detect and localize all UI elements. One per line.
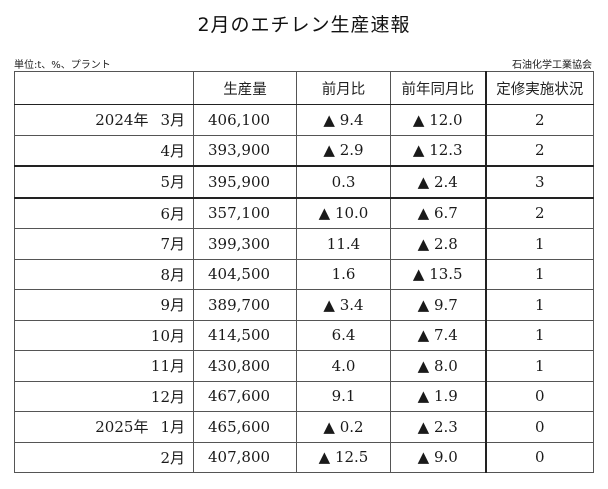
header-yoy: 前年同月比 bbox=[390, 71, 486, 105]
period-cell: 2024年 3月 bbox=[14, 104, 194, 136]
maintenance-cell: 0 bbox=[484, 441, 594, 473]
page-title: 2月のエチレン生産速報 bbox=[197, 14, 411, 36]
period-cell: 4月 bbox=[14, 134, 194, 167]
production-cell: 465,600 bbox=[193, 411, 297, 443]
table-row: 7月 399,300 11.4 ▲ 2.8 1 bbox=[14, 228, 594, 260]
table-row: 6月 357,100 ▲ 10.0 ▲ 6.7 2 bbox=[14, 196, 594, 229]
period-cell: 7月 bbox=[14, 228, 194, 260]
table-row: 5月 395,900 0.3 ▲ 2.4 3 bbox=[14, 165, 594, 198]
mom-cell: 11.4 bbox=[296, 228, 391, 260]
yoy-cell: ▲ 2.8 bbox=[390, 228, 486, 260]
table-row: 10月 414,500 6.4 ▲ 7.4 1 bbox=[14, 319, 594, 351]
mom-cell: 0.3 bbox=[296, 165, 391, 198]
maintenance-cell: 1 bbox=[484, 289, 594, 321]
production-cell: 389,700 bbox=[193, 289, 297, 321]
header-mom: 前月比 bbox=[296, 71, 391, 105]
mom-cell: 9.1 bbox=[296, 380, 391, 412]
production-cell: 399,300 bbox=[193, 228, 297, 260]
mom-cell: 1.6 bbox=[296, 258, 391, 290]
yoy-cell: ▲ 12.3 bbox=[390, 134, 486, 167]
month-label: 9月 bbox=[160, 296, 185, 315]
month-label: 4月 bbox=[160, 141, 185, 160]
period-cell: 12月 bbox=[14, 380, 194, 412]
year-label: 2025年 bbox=[95, 418, 149, 437]
yoy-cell: ▲ 7.4 bbox=[390, 319, 486, 351]
mom-cell: ▲ 10.0 bbox=[296, 196, 391, 229]
maintenance-cell: 0 bbox=[484, 411, 594, 443]
mom-cell: ▲ 9.4 bbox=[296, 104, 391, 136]
period-cell: 2月 bbox=[14, 441, 194, 473]
table-row: 4月 393,900 ▲ 2.9 ▲ 12.3 2 bbox=[14, 134, 594, 167]
production-cell: 357,100 bbox=[193, 196, 297, 229]
source-label: 石油化学工業協会 bbox=[512, 60, 592, 71]
header-production: 生産量 bbox=[193, 71, 297, 105]
month-label: 2月 bbox=[160, 448, 185, 467]
yoy-cell: ▲ 1.9 bbox=[390, 380, 486, 412]
header-period bbox=[14, 71, 194, 105]
yoy-cell: ▲ 8.0 bbox=[390, 350, 486, 382]
month-label: 10月 bbox=[150, 326, 185, 345]
table-header-row: 生産量 前月比 前年同月比 定修実施状況 bbox=[14, 71, 594, 105]
mom-cell: 4.0 bbox=[296, 350, 391, 382]
yoy-cell: ▲ 2.4 bbox=[390, 165, 486, 198]
maintenance-cell: 2 bbox=[484, 134, 594, 167]
maintenance-cell: 0 bbox=[484, 380, 594, 412]
header-maintenance: 定修実施状況 bbox=[484, 71, 594, 105]
table-row: 9月 389,700 ▲ 3.4 ▲ 9.7 1 bbox=[14, 289, 594, 321]
production-cell: 395,900 bbox=[193, 165, 297, 198]
maintenance-cell: 1 bbox=[484, 350, 594, 382]
period-cell: 10月 bbox=[14, 319, 194, 351]
period-cell: 9月 bbox=[14, 289, 194, 321]
maintenance-cell: 2 bbox=[484, 196, 594, 229]
period-cell: 11月 bbox=[14, 350, 194, 382]
production-cell: 393,900 bbox=[193, 134, 297, 167]
month-label: 1月 bbox=[160, 418, 185, 437]
mom-cell: ▲ 2.9 bbox=[296, 134, 391, 167]
maintenance-cell: 1 bbox=[484, 319, 594, 351]
production-cell: 406,100 bbox=[193, 104, 297, 136]
month-label: 5月 bbox=[160, 173, 185, 192]
yoy-cell: ▲ 6.7 bbox=[390, 196, 486, 229]
mom-cell: ▲ 0.2 bbox=[296, 411, 391, 443]
production-cell: 430,800 bbox=[193, 350, 297, 382]
ethylene-production-table: 生産量 前月比 前年同月比 定修実施状況 2024年 3月 406,100 ▲ 9… bbox=[14, 71, 594, 473]
period-cell: 8月 bbox=[14, 258, 194, 290]
month-label: 11月 bbox=[150, 357, 185, 376]
mom-cell: 6.4 bbox=[296, 319, 391, 351]
unit-note: 単位:t、%、プラント bbox=[14, 60, 111, 71]
maintenance-cell: 1 bbox=[484, 228, 594, 260]
table-row: 2024年 3月 406,100 ▲ 9.4 ▲ 12.0 2 bbox=[14, 104, 594, 136]
month-label: 6月 bbox=[160, 204, 185, 223]
production-cell: 414,500 bbox=[193, 319, 297, 351]
month-label: 12月 bbox=[150, 387, 185, 406]
mom-cell: ▲ 3.4 bbox=[296, 289, 391, 321]
maintenance-cell: 2 bbox=[484, 104, 594, 136]
table-row: 11月 430,800 4.0 ▲ 8.0 1 bbox=[14, 350, 594, 382]
yoy-cell: ▲ 2.3 bbox=[390, 411, 486, 443]
maintenance-cell: 1 bbox=[484, 258, 594, 290]
production-cell: 467,600 bbox=[193, 380, 297, 412]
production-cell: 404,500 bbox=[193, 258, 297, 290]
year-label: 2024年 bbox=[95, 111, 149, 130]
yoy-cell: ▲ 9.0 bbox=[390, 441, 486, 473]
month-label: 3月 bbox=[160, 111, 185, 130]
table-row: 8月 404,500 1.6 ▲ 13.5 1 bbox=[14, 258, 594, 290]
period-cell: 6月 bbox=[14, 196, 194, 229]
yoy-cell: ▲ 13.5 bbox=[390, 258, 486, 290]
table-row: 2025年 1月 465,600 ▲ 0.2 ▲ 2.3 0 bbox=[14, 411, 594, 443]
table-row: 12月 467,600 9.1 ▲ 1.9 0 bbox=[14, 380, 594, 412]
period-cell: 5月 bbox=[14, 165, 194, 198]
table-row: 2月 407,800 ▲ 12.5 ▲ 9.0 0 bbox=[14, 441, 594, 473]
month-label: 8月 bbox=[160, 265, 185, 284]
maintenance-cell: 3 bbox=[484, 165, 594, 198]
month-label: 7月 bbox=[160, 235, 185, 254]
yoy-cell: ▲ 12.0 bbox=[390, 104, 486, 136]
yoy-cell: ▲ 9.7 bbox=[390, 289, 486, 321]
mom-cell: ▲ 12.5 bbox=[296, 441, 391, 473]
production-cell: 407,800 bbox=[193, 441, 297, 473]
period-cell: 2025年 1月 bbox=[14, 411, 194, 443]
